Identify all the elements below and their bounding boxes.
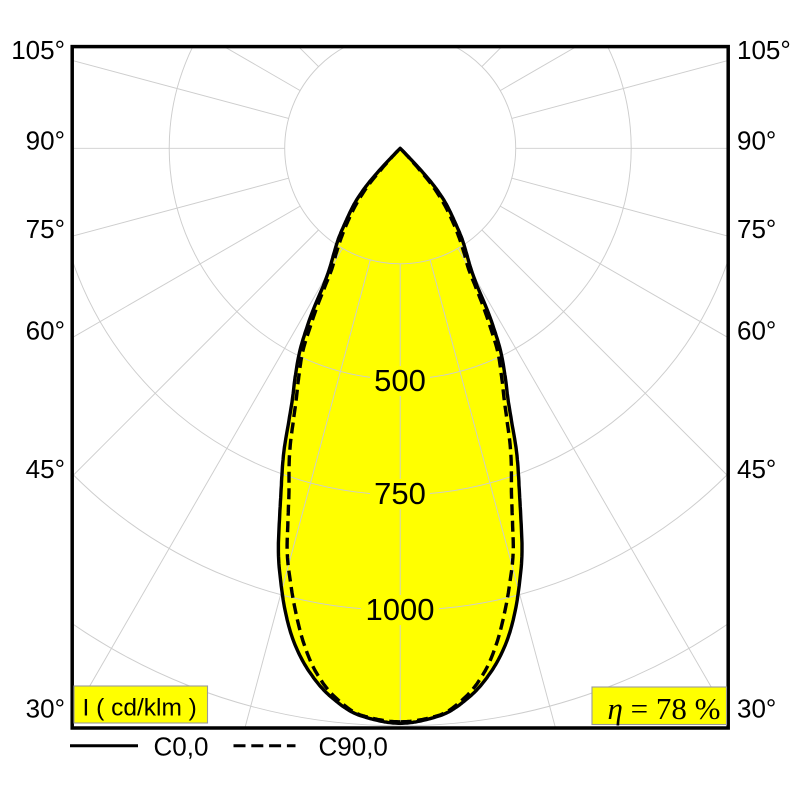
svg-text:30°: 30° — [737, 694, 776, 724]
svg-text:75°: 75° — [26, 214, 65, 244]
svg-text:90°: 90° — [26, 126, 65, 156]
svg-text:30°: 30° — [26, 694, 65, 724]
svg-text:105°: 105° — [737, 35, 791, 65]
svg-text:C90,0: C90,0 — [319, 732, 388, 762]
svg-text:45°: 45° — [737, 454, 776, 484]
svg-text:45°: 45° — [26, 454, 65, 484]
svg-text:105°: 105° — [11, 35, 65, 65]
svg-text:60°: 60° — [737, 316, 776, 346]
svg-text:η = 78 %: η = 78 % — [608, 691, 721, 726]
svg-text:75°: 75° — [737, 214, 776, 244]
svg-text:1000: 1000 — [366, 592, 435, 627]
svg-text:I ( cd/klm ): I ( cd/klm ) — [83, 695, 197, 722]
svg-text:500: 500 — [374, 363, 426, 398]
svg-text:C0,0: C0,0 — [154, 732, 209, 762]
svg-text:750: 750 — [374, 476, 426, 511]
svg-text:60°: 60° — [26, 316, 65, 346]
svg-text:90°: 90° — [737, 126, 776, 156]
